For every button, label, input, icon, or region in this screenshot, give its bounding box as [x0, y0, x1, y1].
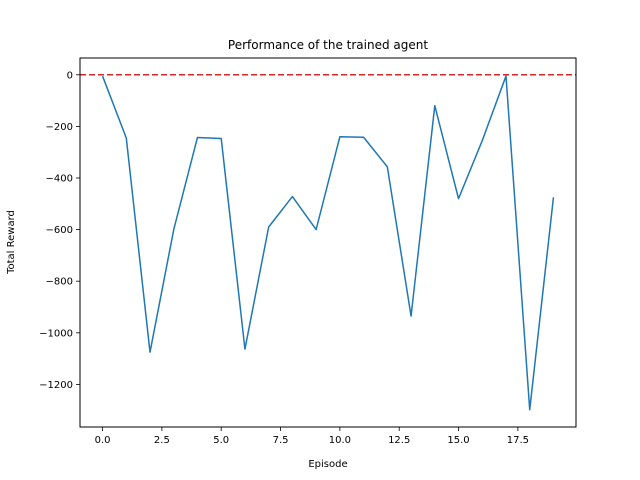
y-tick-label: −400	[46, 173, 73, 184]
x-tick-label: 10.0	[329, 435, 351, 446]
y-tick-label: −800	[46, 277, 73, 288]
y-axis: 0 −200 −400 −600 −800 −1000 −1200	[39, 70, 80, 391]
x-axis: 0.0 2.5 5.0 7.5 10.0 12.5 15.0 17.5	[95, 427, 529, 446]
x-tick-label: 2.5	[154, 435, 170, 446]
x-tick-label: 17.5	[507, 435, 529, 446]
x-tick-label: 0.0	[95, 435, 111, 446]
x-tick-label: 12.5	[388, 435, 410, 446]
x-axis-label: Episode	[308, 459, 347, 470]
y-tick-label: 0	[67, 70, 73, 81]
y-tick-label: −200	[46, 122, 73, 133]
axes-frame	[79, 57, 577, 428]
x-tick-label: 5.0	[213, 435, 229, 446]
plot-area	[80, 74, 576, 411]
x-tick-label: 7.5	[273, 435, 289, 446]
series-line	[101, 75, 555, 411]
x-tick-label: 15.0	[447, 435, 469, 446]
y-axis-label: Total Reward	[6, 210, 17, 275]
chart-title: Performance of the trained agent	[228, 38, 428, 52]
y-tick-label: −600	[46, 225, 73, 236]
y-tick-label: −1000	[39, 328, 73, 339]
y-tick-label: −1200	[39, 380, 73, 391]
